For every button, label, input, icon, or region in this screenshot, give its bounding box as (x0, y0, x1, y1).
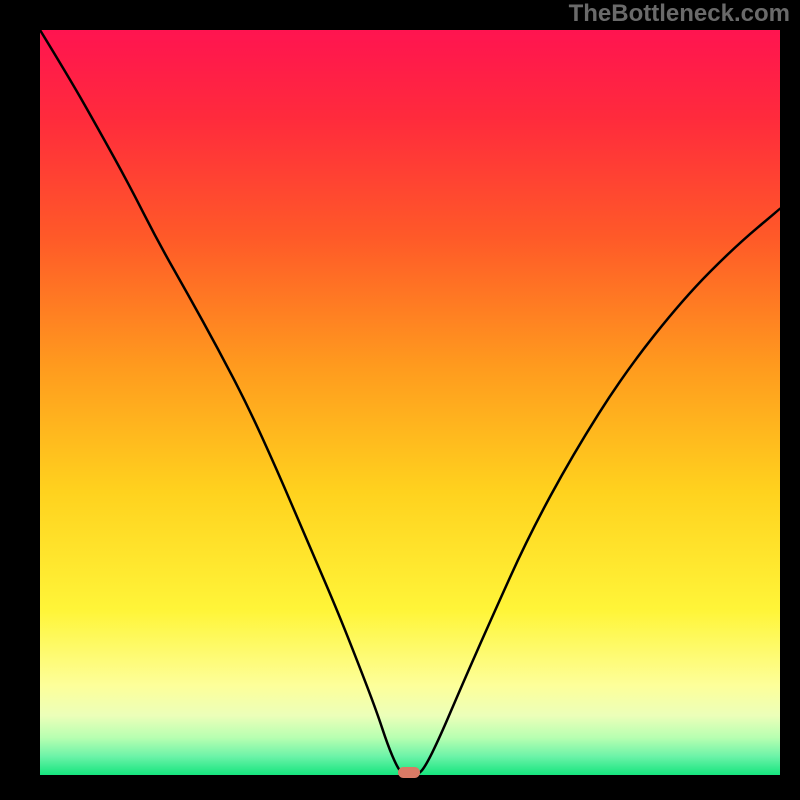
dip-marker (398, 767, 420, 778)
bottleneck-curve (40, 30, 780, 775)
chart-frame: TheBottleneck.com (0, 0, 800, 800)
plot-area (40, 30, 780, 775)
watermark-label: TheBottleneck.com (569, 0, 790, 28)
